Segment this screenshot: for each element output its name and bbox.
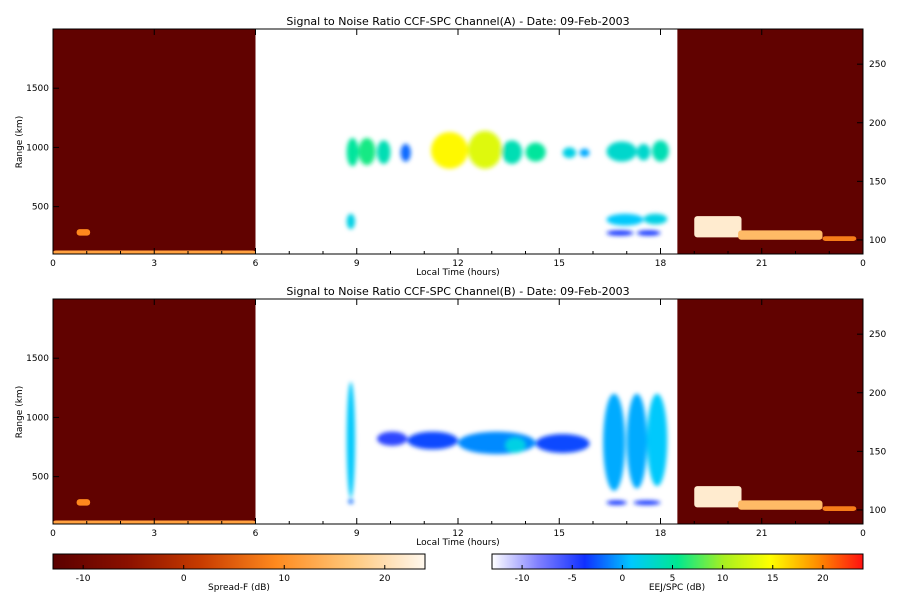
echo-region [647,393,668,487]
spread-f-echo [76,229,91,236]
echo-region [348,499,354,504]
x-tick-label: 0 [860,259,866,269]
spread-f-window [53,299,256,524]
x-tick-label: 6 [253,259,259,269]
panel-a: Signal to Noise Ratio CCF-SPC Channel(A)… [15,15,886,278]
x-axis-label: Local Time (hours) [416,538,499,548]
echo-region [606,500,627,506]
x-tick-label: 0 [50,259,56,269]
x-tick-label: 0 [50,529,56,539]
echo-region [633,500,661,506]
y2-tick-label: 200 [869,119,886,129]
chart-title: Signal to Noise Ratio CCF-SPC Channel(A)… [286,15,629,28]
x-tick-label: 9 [354,259,360,269]
echo-region [400,143,411,162]
spread-f-echo [738,230,823,240]
plot-area [53,29,863,254]
colorbar-tick-label: 10 [717,574,729,584]
y-tick-label: 1500 [26,354,49,364]
echo-region [579,148,590,157]
y-tick-label: 1000 [26,413,49,423]
y-axis-label: Range (km) [15,116,25,168]
echo-region [346,137,359,167]
echo-region [535,434,590,453]
y-tick-label: 1000 [26,143,49,153]
echo-region [505,437,526,453]
spread-f-echo [738,500,823,510]
y-tick-label: 1500 [26,84,49,94]
echo-region [636,143,651,161]
y-axis-label: Range (km) [15,386,25,438]
colorbar-tick-label: 0 [181,574,187,584]
y2-tick-label: 250 [869,330,886,340]
echo-region [358,137,376,166]
x-tick-label: 6 [253,529,259,539]
x-tick-label: 15 [554,259,565,269]
x-tick-label: 3 [151,259,157,269]
y2-tick-label: 100 [869,506,886,516]
colorbar-label: Spread-F (dB) [208,583,270,593]
colorbar-eej-spc: -10 -5 0 5 10 15 20 EEJ/SPC (dB) [491,553,864,593]
echo-region [606,213,644,226]
echo-region [431,132,469,169]
echo-region [501,140,523,164]
x-tick-label: 21 [756,529,767,539]
spread-f-echo [694,216,742,238]
colorbar-gradient [491,553,864,570]
y2-tick-label: 150 [869,447,886,457]
spread-f-echo [822,236,857,241]
x-tick-label: 12 [452,529,463,539]
x-tick-label: 15 [554,529,565,539]
echo-region [407,431,458,450]
colorbar-tick-label: 0 [619,574,625,584]
spread-f-window [53,29,256,254]
echo-region [468,130,502,169]
colorbar-label: EEJ/SPC (dB) [649,583,705,593]
spread-f-echo [76,499,91,506]
colorbar-tick-label: 20 [379,574,391,584]
echo-region [626,393,647,489]
echo-region [636,230,661,236]
y2-tick-label: 100 [869,236,886,246]
spread-f-echo [694,486,742,508]
x-tick-label: 18 [655,529,667,539]
colorbar-tick-label: 15 [767,574,778,584]
echo-region [562,147,577,159]
echo-region [652,140,669,162]
colorbar-tick-label: 20 [817,574,829,584]
echo-region [377,431,408,446]
y-tick-label: 500 [32,473,49,483]
y2-tick-label: 250 [869,60,886,70]
echo-region [606,230,634,236]
colorbar-tick-label: -10 [76,574,91,584]
spread-f-echo [822,506,857,511]
echo-region [643,213,668,225]
colorbar-tick-label: -5 [568,574,577,584]
x-tick-label: 12 [452,259,463,269]
x-tick-label: 0 [860,529,866,539]
echo-region [525,142,546,162]
x-tick-label: 18 [655,259,667,269]
echo-region [346,381,356,498]
y2-tick-label: 200 [869,389,886,399]
echo-region [603,393,626,491]
echo-region [606,141,637,162]
x-tick-label: 9 [354,529,360,539]
plot-area [53,299,863,524]
colorbar-spread-f: -10 0 10 20 Spread-F (dB) [52,553,426,593]
echo-region [346,213,356,230]
y-tick-label: 500 [32,203,49,213]
colorbar-tick-label: 5 [670,574,676,584]
y2-tick-label: 150 [869,177,886,187]
panel-b: Signal to Noise Ratio CCF-SPC Channel(B)… [15,285,886,548]
echo-region [377,140,391,164]
colorbar-tick-label: -10 [515,574,530,584]
colorbar-gradient [52,553,426,570]
chart-title: Signal to Noise Ratio CCF-SPC Channel(B)… [286,285,629,298]
colorbar-tick-label: 10 [279,574,291,584]
x-tick-label: 21 [756,259,767,269]
x-axis-label: Local Time (hours) [416,268,499,278]
x-tick-label: 3 [151,529,157,539]
